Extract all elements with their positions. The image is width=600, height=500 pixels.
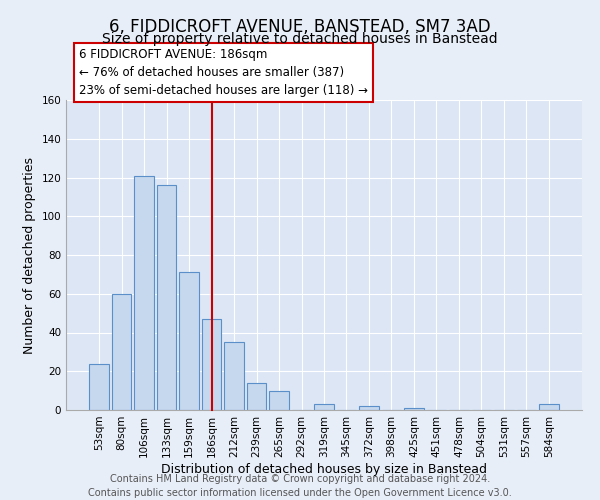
Bar (134, 176, 154, 410)
Bar (269, 390, 289, 410)
Bar (224, 342, 244, 410)
X-axis label: Distribution of detached houses by size in Banstead: Distribution of detached houses by size … (161, 462, 487, 475)
Text: Contains HM Land Registry data © Crown copyright and database right 2024.
Contai: Contains HM Land Registry data © Crown c… (88, 474, 512, 498)
Bar (89, 364, 109, 410)
Y-axis label: Number of detached properties: Number of detached properties (23, 156, 36, 354)
Bar (539, 404, 559, 410)
Bar (112, 294, 131, 410)
Bar (247, 383, 266, 410)
Bar (404, 408, 424, 410)
Text: Size of property relative to detached houses in Banstead: Size of property relative to detached ho… (102, 32, 498, 46)
Text: 6, FIDDICROFT AVENUE, BANSTEAD, SM7 3AD: 6, FIDDICROFT AVENUE, BANSTEAD, SM7 3AD (109, 18, 491, 36)
Bar (314, 404, 334, 410)
Bar (157, 185, 176, 410)
Bar (202, 319, 221, 410)
Bar (179, 272, 199, 410)
Text: 6 FIDDICROFT AVENUE: 186sqm
← 76% of detached houses are smaller (387)
23% of se: 6 FIDDICROFT AVENUE: 186sqm ← 76% of det… (79, 48, 368, 97)
Bar (359, 406, 379, 410)
